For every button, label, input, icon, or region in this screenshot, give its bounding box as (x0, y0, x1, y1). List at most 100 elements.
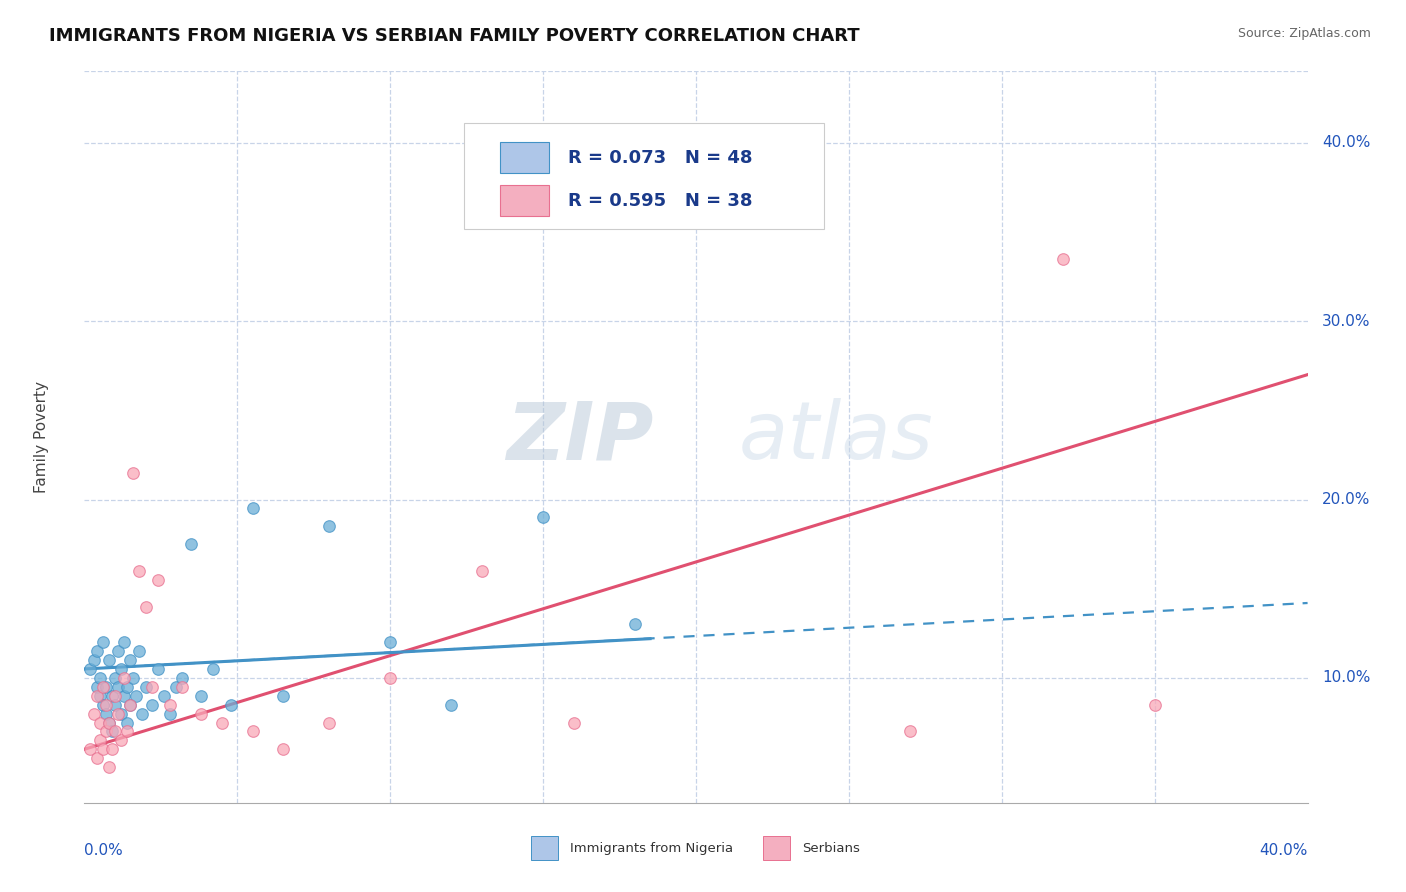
Point (97, 715, 120, 730)
Point (107, 706, 129, 721)
Point (120, 698, 142, 712)
Point (380, 635, 402, 649)
FancyBboxPatch shape (501, 143, 550, 173)
Point (165, 680, 187, 694)
Point (271, 689, 294, 703)
Point (94, 680, 117, 694)
Point (159, 698, 181, 712)
Point (146, 662, 169, 676)
Point (211, 715, 233, 730)
Point (101, 742, 124, 756)
Point (172, 680, 194, 694)
Point (104, 724, 127, 739)
Point (94, 706, 117, 721)
Point (219, 698, 242, 712)
Point (135, 680, 157, 694)
Point (89, 733, 111, 747)
Point (128, 644, 150, 658)
Text: 40.0%: 40.0% (1322, 136, 1371, 150)
Point (146, 573, 169, 587)
Point (180, 537, 202, 551)
Point (89, 689, 111, 703)
Point (120, 698, 142, 712)
Point (97, 653, 120, 667)
Point (159, 706, 181, 721)
Text: IMMIGRANTS FROM NIGERIA VS SERBIAN FAMILY POVERTY CORRELATION CHART: IMMIGRANTS FROM NIGERIA VS SERBIAN FAMIL… (49, 27, 860, 45)
Point (201, 662, 224, 676)
Text: Serbians: Serbians (803, 842, 860, 855)
Point (112, 671, 135, 685)
Point (141, 680, 163, 694)
Point (471, 564, 494, 578)
Text: ZIP: ZIP (506, 398, 654, 476)
Point (1143, 698, 1166, 712)
Point (120, 653, 142, 667)
Text: Family Poverty: Family Poverty (34, 381, 49, 493)
Point (94, 698, 117, 712)
FancyBboxPatch shape (464, 122, 824, 228)
Point (104, 689, 127, 703)
Point (112, 689, 135, 703)
Text: 30.0%: 30.0% (1322, 314, 1371, 328)
Point (131, 706, 153, 721)
Point (86, 689, 108, 703)
Point (112, 635, 135, 649)
Point (122, 466, 145, 480)
Point (110, 733, 132, 747)
Point (380, 671, 402, 685)
Point (128, 564, 150, 578)
Point (115, 715, 138, 730)
Text: Source: ZipAtlas.com: Source: ZipAtlas.com (1237, 27, 1371, 40)
Point (104, 671, 127, 685)
Point (318, 519, 340, 533)
Point (115, 724, 138, 739)
Point (153, 689, 176, 703)
Text: atlas: atlas (738, 398, 934, 476)
Point (190, 706, 212, 721)
Point (91, 698, 114, 712)
Point (89, 671, 111, 685)
Point (86, 751, 108, 765)
Point (79, 662, 101, 676)
Point (1052, 252, 1074, 266)
Point (898, 724, 921, 739)
Point (107, 680, 129, 694)
Point (101, 724, 124, 739)
Point (107, 644, 129, 658)
Point (624, 617, 647, 632)
FancyBboxPatch shape (531, 837, 558, 860)
Point (91, 635, 114, 649)
Point (115, 680, 138, 694)
Point (86, 644, 108, 658)
Text: 0.0%: 0.0% (84, 843, 124, 858)
Point (440, 698, 463, 712)
Point (318, 715, 340, 730)
Point (125, 689, 148, 703)
Point (83, 706, 105, 721)
Point (101, 689, 124, 703)
Point (89, 715, 111, 730)
Point (97, 760, 120, 774)
Point (141, 698, 163, 712)
Point (91, 742, 114, 756)
Point (271, 742, 294, 756)
Point (110, 706, 132, 721)
FancyBboxPatch shape (501, 186, 550, 216)
Point (91, 680, 114, 694)
Point (104, 698, 127, 712)
Text: 40.0%: 40.0% (1260, 843, 1308, 858)
Point (242, 724, 264, 739)
Point (531, 510, 554, 524)
Point (83, 653, 105, 667)
Point (122, 671, 145, 685)
Point (110, 662, 132, 676)
Point (97, 715, 120, 730)
FancyBboxPatch shape (763, 837, 790, 860)
Point (79, 742, 101, 756)
Text: Immigrants from Nigeria: Immigrants from Nigeria (569, 842, 733, 855)
Point (86, 680, 108, 694)
Point (135, 599, 157, 614)
Point (242, 501, 264, 516)
Point (172, 671, 194, 685)
Point (190, 689, 212, 703)
